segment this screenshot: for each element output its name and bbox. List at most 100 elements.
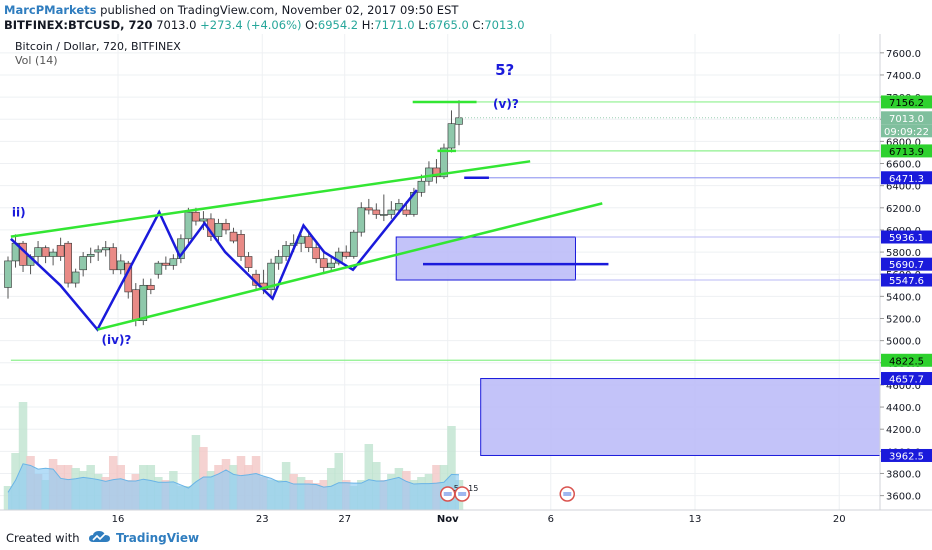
time-tick-label: Nov [437, 514, 459, 525]
zones [395, 236, 881, 456]
candle-body [4, 260, 12, 288]
footer: Created with TradingView [0, 526, 932, 550]
volume-bar [447, 426, 456, 510]
annotations: 5? (v)? (iv)? ii) [12, 61, 519, 347]
price-tick-label: 4400.0 [886, 403, 921, 414]
candle-body [86, 253, 95, 257]
candle-body [109, 247, 118, 271]
price-tick-label: 7400.0 [886, 71, 921, 82]
candle-body [49, 251, 57, 257]
extra-5690.7-tag [881, 257, 932, 271]
candle-body [214, 222, 223, 237]
candle-body [440, 147, 448, 178]
last-price: 7013.0 [156, 18, 197, 32]
price-chart[interactable]: 5?(v)?(iv)?ii) 515 3600.03800.04000.0420… [0, 34, 932, 526]
candle-body [244, 256, 253, 268]
publish-info: published on TradingView.com, November 0… [100, 3, 459, 17]
zone-low-tag-label: 3962.5 [889, 451, 924, 462]
elliott-wave-path [10, 189, 418, 332]
candle-body [387, 209, 396, 215]
wave-label: (v)? [493, 97, 519, 111]
price-tick-label: 5400.0 [886, 292, 921, 303]
candle-body [267, 262, 275, 291]
zone-high-tag-label: 5936.1 [889, 233, 924, 244]
time-tick-label: 27 [338, 514, 351, 525]
candle-body [64, 242, 72, 284]
zone-high-tag [881, 372, 932, 386]
drawings [10, 100, 880, 361]
candle-body [229, 231, 238, 242]
ohlc-low-value: 6765.0 [428, 18, 469, 32]
created-with-text: Created with [6, 531, 80, 545]
candle-body [342, 251, 351, 257]
tradingview-cloud-icon [89, 531, 110, 542]
candle-body [79, 256, 87, 271]
event-flag-mark [443, 492, 452, 496]
candle-body [417, 180, 426, 193]
candle-body [289, 242, 298, 246]
time-tick-label: 13 [689, 514, 702, 525]
price-tags: 7156.2 6713.9 6471.3 4822.5 5936.1 5547.6 4657… [881, 95, 932, 462]
ohlc-line: BITFINEX:BTCUSD, 720 7013.0 +273.4 (+4.0… [4, 18, 525, 32]
author-link[interactable]: MarcPMarkets [4, 3, 97, 17]
ohlc-high-value: 7171.0 [374, 18, 415, 32]
current-price-tag [881, 111, 932, 125]
price-tick-label: 5800.0 [886, 248, 921, 259]
zone-high-tag [881, 230, 932, 244]
tradingview-brand[interactable]: TradingView [116, 531, 200, 545]
volume-bar [334, 453, 343, 510]
candle-body [199, 218, 208, 222]
volume-bar [364, 444, 374, 510]
level-7156.2-tag-label: 7156.2 [889, 98, 924, 109]
candle-body [162, 262, 170, 266]
volume-ma-area [8, 463, 459, 510]
volume-ma-line [7, 463, 460, 493]
candle-body [312, 247, 320, 260]
candle-body [147, 284, 155, 291]
wave-label: 5? [495, 61, 514, 79]
candle-body [447, 123, 456, 149]
candle-body [94, 249, 102, 253]
level-7156.2-tag [881, 95, 932, 109]
wave-label: ii) [12, 206, 26, 220]
publish-header: MarcPMarkets published on TradingView.co… [0, 0, 932, 34]
zone-low-tag [881, 448, 932, 462]
time-tick-label: 20 [833, 514, 846, 525]
candle-body [34, 247, 42, 257]
candle-body [319, 258, 328, 268]
candle-body [139, 284, 148, 322]
price-tick-label: 4600.0 [886, 381, 921, 392]
candle-body [169, 258, 178, 266]
price-change: +273.4 (+4.06%) [200, 18, 302, 32]
candles [4, 100, 463, 327]
candle-body [184, 211, 193, 240]
publish-line: MarcPMarkets published on TradingView.co… [4, 3, 458, 17]
candle-body [282, 245, 290, 257]
ohlc-high-label: H: [361, 18, 375, 32]
current-price-tag-label: 7013.0 [889, 114, 924, 125]
candle-body [455, 117, 463, 125]
price-tick-label: 3600.0 [886, 492, 921, 503]
event-count: 5 [454, 484, 459, 493]
time-axis[interactable]: 16 23 27 Nov 6 13 20 [0, 509, 932, 525]
event-flag-mark [563, 492, 572, 496]
time-tick-label: 6 [548, 514, 554, 525]
trendline-0 [10, 160, 531, 238]
level-6713.9-tag-label: 6713.9 [889, 147, 924, 158]
level-6713.9-tag [881, 144, 932, 158]
price-tick-label: 6400.0 [886, 182, 921, 193]
level-4822.5-tag-label: 4822.5 [889, 356, 924, 367]
volume-bar [18, 402, 28, 510]
target-zone-0 [395, 236, 576, 281]
candle-body [402, 209, 411, 215]
price-tick-label: 6800.0 [886, 137, 921, 148]
event-count: 15 [468, 484, 478, 493]
candle-body [101, 247, 110, 251]
candle-body [71, 271, 80, 284]
candle-body [116, 260, 125, 271]
event-markers: 5 15 [439, 484, 575, 502]
candle-body [274, 256, 283, 264]
zone-low-tag [881, 273, 932, 287]
volume-bar [191, 435, 201, 510]
candle-body [364, 207, 373, 211]
